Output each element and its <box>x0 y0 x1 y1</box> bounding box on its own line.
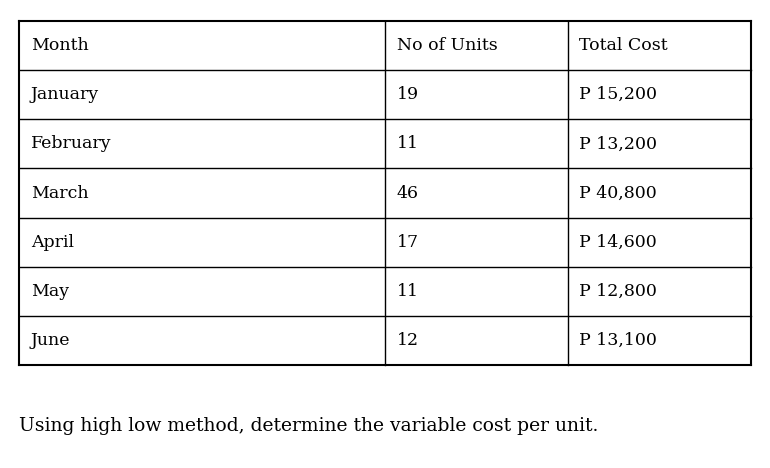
Text: P 13,100: P 13,100 <box>580 332 658 349</box>
Text: February: February <box>31 135 112 153</box>
Text: 11: 11 <box>397 283 419 300</box>
Text: 46: 46 <box>397 184 419 202</box>
Text: May: May <box>31 283 69 300</box>
Text: Using high low method, determine the variable cost per unit.: Using high low method, determine the var… <box>19 417 598 435</box>
Text: 19: 19 <box>397 86 419 103</box>
Text: P 14,600: P 14,600 <box>580 234 657 251</box>
Text: P 15,200: P 15,200 <box>580 86 658 103</box>
Text: April: April <box>31 234 74 251</box>
Text: P 40,800: P 40,800 <box>580 184 657 202</box>
Text: Month: Month <box>31 37 89 54</box>
Text: 12: 12 <box>397 332 419 349</box>
Text: P 13,200: P 13,200 <box>580 135 658 153</box>
Text: March: March <box>31 184 89 202</box>
Text: 17: 17 <box>397 234 419 251</box>
Text: 11: 11 <box>397 135 419 153</box>
Text: No of Units: No of Units <box>397 37 497 54</box>
Text: January: January <box>31 86 99 103</box>
Text: P 12,800: P 12,800 <box>580 283 658 300</box>
Text: June: June <box>31 332 70 349</box>
Text: Total Cost: Total Cost <box>580 37 668 54</box>
